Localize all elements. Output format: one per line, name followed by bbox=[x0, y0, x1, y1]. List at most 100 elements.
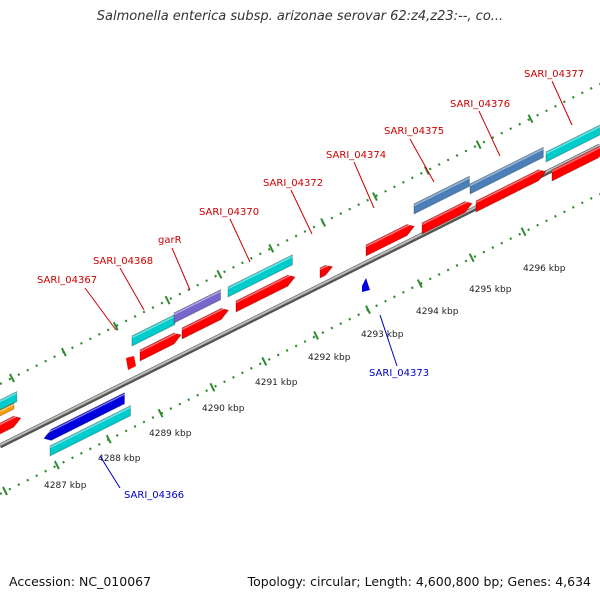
cds-arrow-small-highlight bbox=[319, 262, 333, 271]
label-leader-line bbox=[119, 267, 145, 311]
gene-sari-04376-feature[interactable] bbox=[469, 146, 544, 195]
scale-label: 4289 kbp bbox=[149, 429, 192, 439]
cds-arrow[interactable] bbox=[421, 201, 473, 235]
gene-label[interactable]: SARI_04374 bbox=[326, 150, 386, 161]
gene-sari-04368-feature-highlight bbox=[173, 290, 221, 316]
label-leader-line bbox=[353, 161, 375, 209]
lower-major-tick bbox=[157, 408, 164, 418]
scale-label: 4290 kbp bbox=[202, 404, 245, 414]
upper-major-tick bbox=[320, 217, 327, 227]
cds-arrow-highlight bbox=[365, 221, 415, 248]
cds-arrow[interactable] bbox=[475, 169, 547, 213]
gene-sari-04367-feature-highlight bbox=[131, 315, 176, 339]
lower-major-tick bbox=[520, 227, 527, 237]
gene-sari-04375-feature[interactable] bbox=[413, 175, 470, 215]
cds-arrow[interactable] bbox=[139, 332, 182, 362]
lower-major-tick bbox=[416, 279, 423, 289]
label-leader-line bbox=[379, 314, 398, 367]
scale-label: 4296 kbp bbox=[523, 264, 566, 274]
cds-arrow-highlight bbox=[139, 330, 182, 353]
cds-arrow-highlight bbox=[551, 146, 600, 173]
gene-reverse-feature[interactable] bbox=[43, 391, 125, 441]
lower-major-tick bbox=[53, 460, 60, 470]
cds-arrow-highlight bbox=[421, 198, 473, 226]
upper-major-tick bbox=[268, 243, 275, 253]
gene-garr-feature-highlight bbox=[227, 255, 293, 290]
gene-sari-04376-feature-highlight bbox=[469, 148, 544, 187]
gene-orange-feature-highlight bbox=[0, 403, 15, 413]
lower-major-tick bbox=[2, 486, 8, 496]
upper-major-tick bbox=[164, 295, 171, 305]
upper-major-tick bbox=[216, 269, 223, 279]
gene-sari-04375-feature-highlight bbox=[413, 177, 470, 207]
label-leader-line bbox=[409, 138, 435, 183]
gene-sari-04368-feature[interactable] bbox=[173, 288, 221, 324]
gene-label[interactable]: SARI_04375 bbox=[384, 126, 444, 137]
gene-label[interactable]: SARI_04373 bbox=[369, 368, 429, 379]
label-leader-line bbox=[171, 247, 191, 291]
scale-label: 4291 kbp bbox=[255, 378, 298, 388]
gene-label[interactable]: SARI_04376 bbox=[450, 99, 510, 110]
scale-label: 4293 kbp bbox=[361, 330, 404, 340]
cds-arrow-small[interactable] bbox=[126, 356, 136, 370]
page-title: Salmonella enterica subsp. arizonae sero… bbox=[96, 9, 504, 24]
scale-label: 4287 kbp bbox=[44, 481, 87, 491]
lower-major-tick bbox=[313, 330, 320, 340]
upper-major-tick bbox=[527, 114, 534, 124]
label-leader-line bbox=[551, 80, 573, 126]
scale-label: 4295 kbp bbox=[469, 285, 512, 295]
gene-label[interactable]: SARI_04372 bbox=[263, 178, 323, 189]
upper-major-tick bbox=[112, 321, 119, 331]
accession-text: Accession: NC_010067 bbox=[9, 574, 152, 589]
label-leader-line bbox=[99, 455, 121, 489]
gene-sari-04377-feature-highlight bbox=[545, 126, 600, 155]
label-leader-line bbox=[84, 287, 117, 331]
lower-major-tick bbox=[105, 434, 112, 444]
lower-tick-track bbox=[0, 193, 600, 495]
lower-major-tick bbox=[365, 305, 371, 314]
upper-tick-track bbox=[0, 83, 600, 385]
gene-label[interactable]: garR bbox=[158, 235, 182, 246]
gene-partial-feature-highlight bbox=[0, 392, 18, 403]
gene-label[interactable]: SARI_04367 bbox=[37, 275, 97, 286]
gene-sari-04373-feature[interactable] bbox=[362, 278, 370, 292]
gene-label[interactable]: SARI_04370 bbox=[199, 207, 259, 218]
cds-arrow[interactable] bbox=[0, 415, 22, 437]
gene-partial-feature[interactable] bbox=[0, 390, 18, 415]
upper-major-tick bbox=[9, 373, 15, 383]
gene-reverse-feature-highlight bbox=[43, 393, 125, 436]
cds-arrow[interactable] bbox=[365, 223, 416, 257]
gene-label[interactable]: SARI_04377 bbox=[524, 69, 584, 80]
label-leader-line bbox=[478, 110, 501, 157]
scale-label: 4292 kbp bbox=[308, 353, 351, 363]
gene-garr-feature[interactable] bbox=[227, 254, 293, 298]
scale-label: 4294 kbp bbox=[416, 307, 459, 317]
cds-arrow[interactable] bbox=[551, 146, 600, 182]
gene-sari-04366-feature-highlight bbox=[49, 406, 131, 449]
cds-arrow-highlight bbox=[0, 413, 22, 426]
cds-arrow[interactable] bbox=[181, 307, 230, 340]
cds-arrow-small[interactable] bbox=[319, 264, 334, 279]
scale-label: 4288 kbp bbox=[98, 454, 141, 464]
cds-arrow-highlight bbox=[181, 305, 229, 331]
label-leader-line bbox=[229, 218, 251, 263]
gene-sari-04367-feature[interactable] bbox=[131, 313, 176, 347]
gene-orange-feature[interactable] bbox=[0, 402, 15, 418]
genome-stats-text: Topology: circular; Length: 4,600,800 bp… bbox=[247, 574, 591, 589]
lower-major-tick bbox=[209, 382, 216, 392]
gene-label[interactable]: SARI_04368 bbox=[93, 256, 153, 267]
lower-major-tick bbox=[468, 253, 475, 263]
upper-major-tick bbox=[60, 347, 67, 357]
cds-arrow[interactable] bbox=[235, 274, 296, 313]
upper-major-tick bbox=[423, 166, 430, 176]
cds-arrow-highlight bbox=[235, 272, 296, 304]
cds-arrow-highlight bbox=[475, 166, 547, 204]
label-leader-line bbox=[290, 189, 313, 235]
lower-major-tick bbox=[261, 356, 268, 366]
upper-major-tick bbox=[475, 140, 482, 150]
gene-label[interactable]: SARI_04366 bbox=[124, 490, 184, 501]
gene-sari-04366-feature[interactable] bbox=[49, 404, 131, 457]
upper-major-tick bbox=[372, 192, 378, 201]
